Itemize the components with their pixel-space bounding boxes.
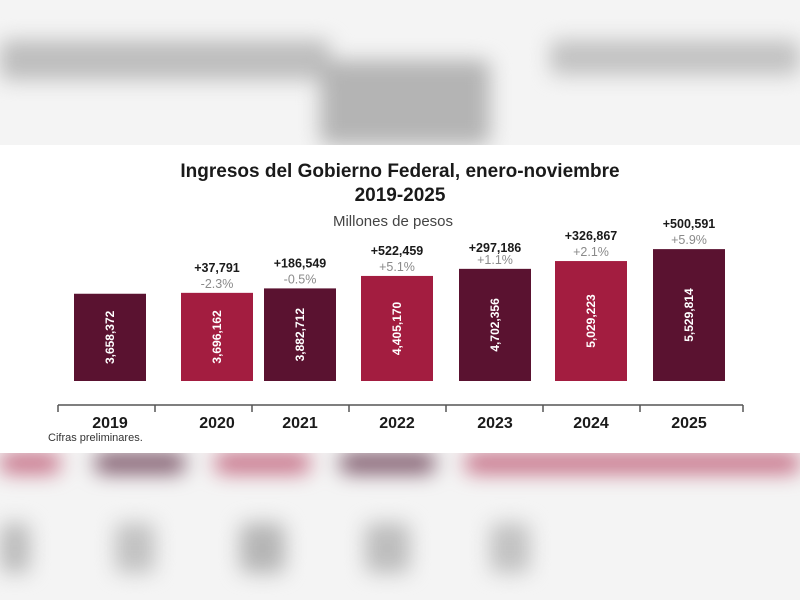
x-tick-label: 2025 <box>671 415 707 432</box>
chart-subtitle: 2019-2025 <box>355 185 446 206</box>
bar-2025 <box>653 249 725 381</box>
bar-value-label: 3,658,372 <box>103 310 117 364</box>
bar-value-label: 3,696,162 <box>210 310 224 364</box>
footnote: Cifras preliminares. <box>48 432 143 444</box>
x-tick-label: 2019 <box>92 415 128 432</box>
bar-2022 <box>361 275 433 381</box>
bar-2023 <box>459 268 531 381</box>
blurred-background-bottom <box>0 453 800 600</box>
bar-2020 <box>181 292 253 381</box>
y-axis-label: Millones de pesos <box>333 213 453 230</box>
percent-change-label: +5.9% <box>671 233 707 247</box>
bar-2024 <box>555 261 627 381</box>
absolute-change-label: +326,867 <box>565 229 618 243</box>
bar-2021 <box>264 288 336 381</box>
absolute-change-label: +297,186 <box>469 241 522 255</box>
absolute-change-label: +186,549 <box>274 256 327 270</box>
bar-value-label: 4,702,356 <box>488 298 502 352</box>
percent-change-label: +5.1% <box>379 260 415 274</box>
bar-value-label: 3,882,712 <box>293 308 307 362</box>
blurred-background-top <box>0 0 800 145</box>
bar-2019 <box>74 293 146 381</box>
x-tick-label: 2020 <box>199 415 235 432</box>
x-tick-label: 2022 <box>379 415 415 432</box>
x-tick-label: 2024 <box>573 415 609 432</box>
chart-title: Ingresos del Gobierno Federal, enero-nov… <box>180 161 619 182</box>
absolute-change-label: +500,591 <box>663 217 716 231</box>
x-tick-label: 2021 <box>282 415 318 432</box>
percent-change-label: +2.1% <box>573 245 609 259</box>
bar-value-label: 4,405,170 <box>390 301 404 355</box>
bar-value-label: 5,029,223 <box>584 294 598 348</box>
percent-change-label: +1.1% <box>477 253 513 267</box>
absolute-change-label: +522,459 <box>371 244 424 258</box>
absolute-change-label: +37,791 <box>194 261 240 275</box>
x-tick-label: 2023 <box>477 415 513 432</box>
percent-change-label: -2.3% <box>201 277 234 291</box>
bar-value-label: 5,529,814 <box>682 288 696 342</box>
percent-change-label: -0.5% <box>284 272 317 286</box>
